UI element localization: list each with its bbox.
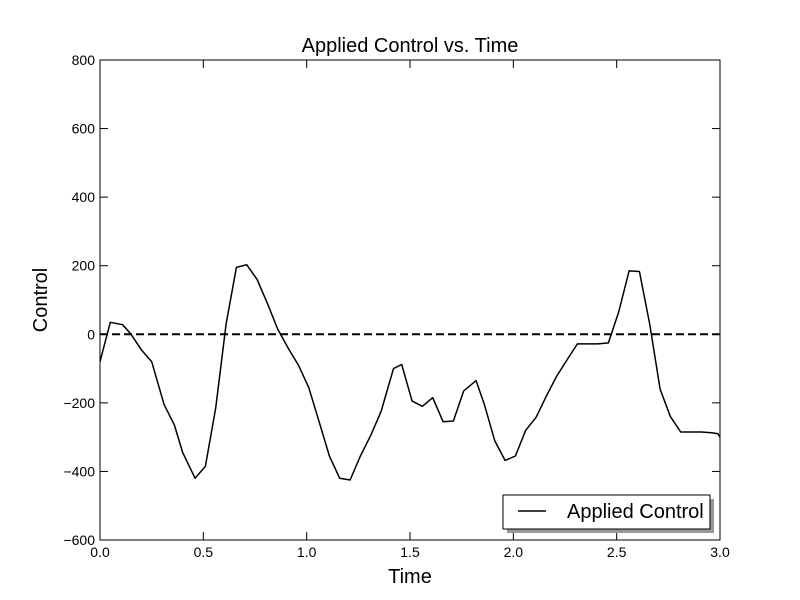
y-tick-label: 0 [87,326,95,342]
x-tick-label: 3.0 [710,544,730,560]
y-tick-label: 200 [72,258,96,274]
y-tick-label: −400 [63,463,95,479]
y-tick-label: 600 [72,121,96,137]
applied-control-line [99,263,721,481]
x-tick-label: 2.5 [607,544,627,560]
plot-area [100,60,720,540]
tick-labels: 0.0 0.5 1.0 1.5 2.0 2.5 3.0 800 600 400 200 0 −200 −4… [63,52,729,560]
x-tick-label: 1.5 [400,544,420,560]
y-axis-label: Control [30,268,52,332]
legend-box [502,494,711,530]
y-tick-label: 800 [72,52,96,68]
x-tick-label: 0.0 [90,544,110,560]
x-tick-label: 2.0 [504,544,524,560]
y-tick-label: 400 [72,189,96,205]
x-tick-label: 1.0 [297,544,317,560]
chart-title: Applied Control vs. Time [302,35,519,57]
x-axis-label: Time [388,566,432,588]
plot-frame [99,59,721,541]
legend-label: Applied Control [567,501,704,523]
y-tick-label: −600 [63,532,95,548]
x-tick-label: 0.5 [194,544,214,560]
legend: Applied Control [502,494,714,533]
y-tick-label: −200 [63,395,95,411]
